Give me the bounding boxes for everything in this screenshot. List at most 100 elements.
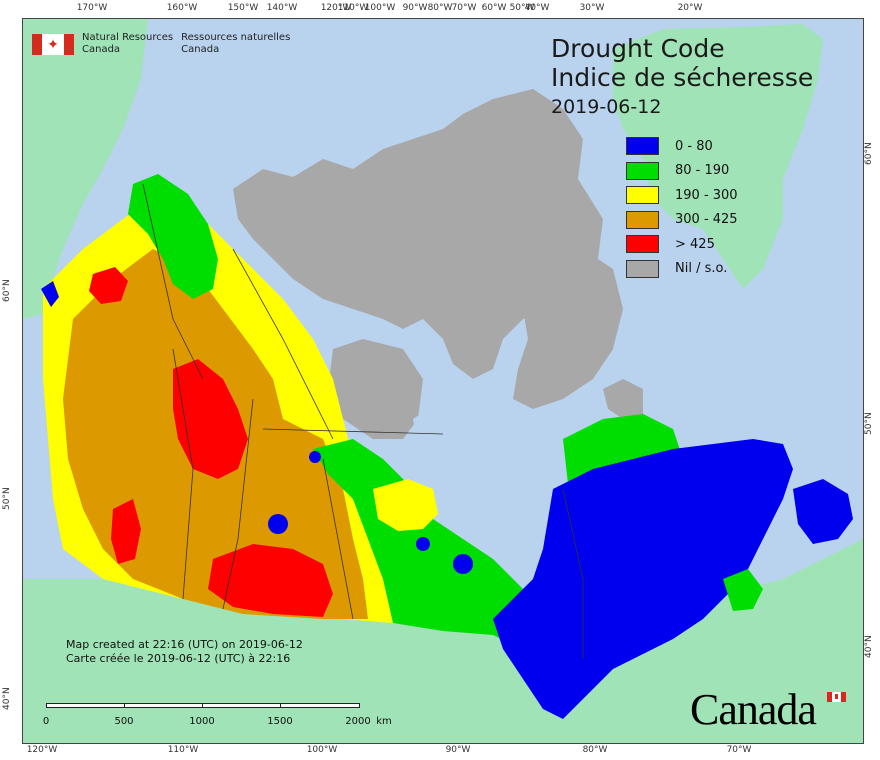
zone-blue-spot: [309, 451, 321, 463]
lon-tick-top: 160°W: [166, 3, 198, 13]
usa-land: [23, 539, 863, 743]
scale-label: 1000: [189, 716, 215, 727]
zone-yellow-ontario: [373, 479, 438, 531]
zone-red-central: [173, 359, 248, 479]
drought-code-map: [22, 18, 864, 744]
zone-blue-east: [493, 439, 793, 719]
legend-swatch: [626, 186, 659, 205]
lon-tick-top: 110°W: [337, 3, 369, 13]
legend-swatch: [626, 161, 659, 180]
lon-tick-top: 100°W: [364, 3, 396, 13]
zone-green-north: [128, 174, 218, 299]
legend-label: 80 - 190: [675, 163, 730, 179]
scale-label: 1500: [267, 716, 293, 727]
zone-blue-bc-coast: [41, 281, 59, 307]
lon-tick-top: 90°W: [402, 3, 428, 13]
labrador-nodata: [603, 379, 643, 419]
zone-red-south: [208, 544, 333, 617]
greenland-land: [613, 24, 823, 289]
lon-tick-top: 140°W: [266, 3, 298, 13]
legend-swatch: [626, 210, 659, 229]
pacific-lake-patch: [23, 309, 63, 579]
zone-green-central: [313, 439, 543, 659]
scale-unit: km: [376, 716, 392, 727]
legend-item: > 425: [626, 232, 738, 257]
legend-swatch: [626, 259, 659, 278]
lon-tick-top: 80°W: [427, 3, 453, 13]
lon-tick-bottom: 100°W: [306, 745, 338, 755]
agency-name-en: Natural Resources Canada: [82, 32, 173, 56]
lon-tick-top: 150°W: [227, 3, 259, 13]
lon-tick-bottom: 110°W: [167, 745, 199, 755]
agency-name-fr: Ressources naturelles Canada: [181, 32, 290, 56]
legend-label: Nil / s.o.: [675, 261, 728, 277]
zone-red-north: [89, 267, 128, 304]
legend-item: 300 - 425: [626, 208, 738, 233]
lon-tick-top: 40°W: [524, 3, 550, 13]
agency-en-line1: Natural Resources: [82, 32, 174, 43]
legend-item: Nil / s.o.: [626, 257, 738, 282]
agency-en-line2: Canada: [82, 44, 121, 55]
provincial-borders: [142, 183, 584, 659]
lon-tick-top: 30°W: [579, 3, 605, 13]
scale-label: 500: [114, 716, 134, 727]
lon-tick-top: 170°W: [76, 3, 108, 13]
legend-item: 0 - 80: [626, 134, 738, 159]
baffin-island: [513, 249, 623, 409]
lat-tick-left: 40°N: [2, 687, 12, 710]
legend: 0 - 80 80 - 190 190 - 300 300 - 425 > 42…: [626, 134, 738, 281]
zone-red-coast: [111, 499, 141, 564]
scale-segment: [280, 703, 360, 708]
lon-tick-top: 20°W: [677, 3, 703, 13]
scale-segment: [124, 703, 203, 708]
canada-wordmark: Canada: [690, 685, 817, 734]
creation-note: Map created at 22:16 (UTC) on 2019-06-12…: [66, 638, 303, 666]
lon-tick-bottom: 70°W: [726, 745, 752, 755]
agency-fr-line1: Ressources naturelles: [181, 32, 291, 43]
legend-swatch: [626, 235, 659, 254]
hudson-area-nodata: [328, 339, 423, 439]
lon-tick-top: 60°W: [481, 3, 507, 13]
map-canvas: [23, 19, 863, 743]
title-en: Drought Code: [551, 34, 725, 63]
zone-blue-spot: [268, 514, 288, 534]
creation-note-en: Map created at 22:16 (UTC) on 2019-06-12: [66, 638, 303, 651]
zone-blue-spot: [453, 554, 473, 574]
legend-item: 80 - 190: [626, 159, 738, 184]
scale-segment: [202, 703, 281, 708]
lon-tick-top: 70°W: [451, 3, 477, 13]
wordmark-flag-icon: [827, 692, 846, 702]
map-title: Drought Code Indice de sécheresse 2019-0…: [551, 34, 813, 120]
scale-label: 2000: [345, 716, 371, 727]
lon-tick-top: 50°W: [509, 3, 535, 13]
lon-tick-bottom: 90°W: [445, 745, 471, 755]
legend-label: 0 - 80: [675, 138, 713, 154]
lat-tick-left: 60°N: [2, 279, 12, 302]
agency-fr-line2: Canada: [181, 44, 220, 55]
lat-tick-right: 50°N: [864, 412, 874, 435]
agency-signature: ✦ Natural Resources Canada Ressources na…: [32, 32, 290, 56]
scale-bar: 0 500 1000 1500 2000 km: [42, 703, 392, 733]
lat-tick-right: 40°N: [864, 635, 874, 658]
canada-flag-icon: ✦: [32, 34, 74, 55]
creation-note-fr: Carte créée le 2019-06-12 (UTC) à 22:16: [66, 652, 291, 665]
lon-tick-top: 120°W: [320, 3, 352, 13]
title-fr: Indice de sécheresse: [551, 63, 814, 92]
lon-tick-bottom: 120°W: [26, 745, 58, 755]
legend-label: > 425: [675, 236, 715, 252]
lat-tick-right: 60°N: [864, 142, 874, 165]
zone-blue-newfoundland: [793, 479, 853, 544]
legend-swatch: [626, 137, 659, 156]
alaska-land: [23, 19, 148, 319]
lat-tick-left: 50°N: [2, 487, 12, 510]
arctic-archipelago: [233, 89, 603, 379]
lon-tick-bottom: 80°W: [582, 745, 608, 755]
legend-label: 300 - 425: [675, 212, 738, 228]
legend-label: 190 - 300: [675, 187, 738, 203]
scale-segment: [46, 703, 125, 708]
legend-item: 190 - 300: [626, 183, 738, 208]
scale-label: 0: [42, 716, 50, 727]
zone-green-maritimes: [723, 569, 763, 611]
hudson-bay: [413, 399, 543, 499]
